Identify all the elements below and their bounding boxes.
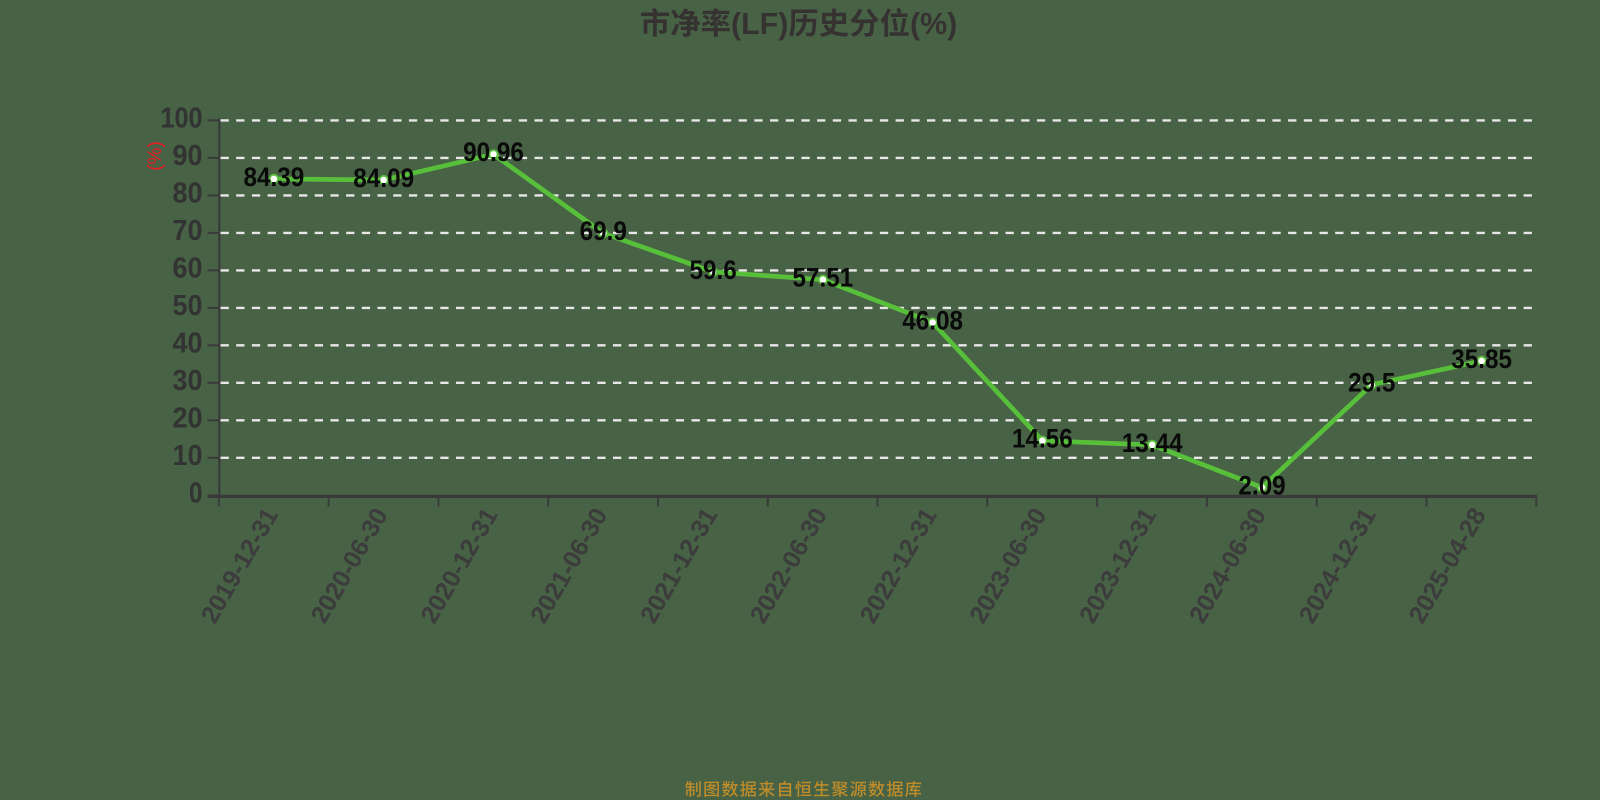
- svg-text:20: 20: [173, 403, 203, 435]
- svg-text:30: 30: [173, 365, 203, 397]
- svg-text:90: 90: [173, 140, 203, 172]
- svg-text:35.85: 35.85: [1451, 344, 1512, 374]
- svg-text:59.6: 59.6: [689, 255, 736, 285]
- svg-text:80: 80: [173, 178, 203, 210]
- svg-text:40: 40: [173, 328, 203, 360]
- svg-text:57.51: 57.51: [793, 263, 854, 293]
- svg-text:(LF): (LF): [731, 7, 788, 41]
- svg-text:2.09: 2.09: [1238, 470, 1285, 500]
- svg-text:0: 0: [189, 478, 203, 510]
- svg-text:50: 50: [173, 290, 203, 322]
- svg-text:13.44: 13.44: [1122, 428, 1183, 458]
- svg-text:(%): (%): [910, 7, 957, 41]
- svg-text:90.96: 90.96: [463, 137, 524, 167]
- svg-text:60: 60: [173, 253, 203, 285]
- svg-text:69.9: 69.9: [580, 216, 627, 246]
- svg-text:29.5: 29.5: [1348, 368, 1395, 398]
- svg-text:70: 70: [173, 215, 203, 247]
- svg-text:100: 100: [161, 103, 203, 135]
- svg-text:10: 10: [173, 440, 203, 472]
- svg-text:46.08: 46.08: [902, 305, 963, 335]
- svg-text:14.56: 14.56: [1012, 424, 1073, 454]
- svg-text:84.09: 84.09: [353, 163, 414, 193]
- svg-text:84.39: 84.39: [244, 162, 305, 192]
- svg-text:(%): (%): [145, 141, 166, 171]
